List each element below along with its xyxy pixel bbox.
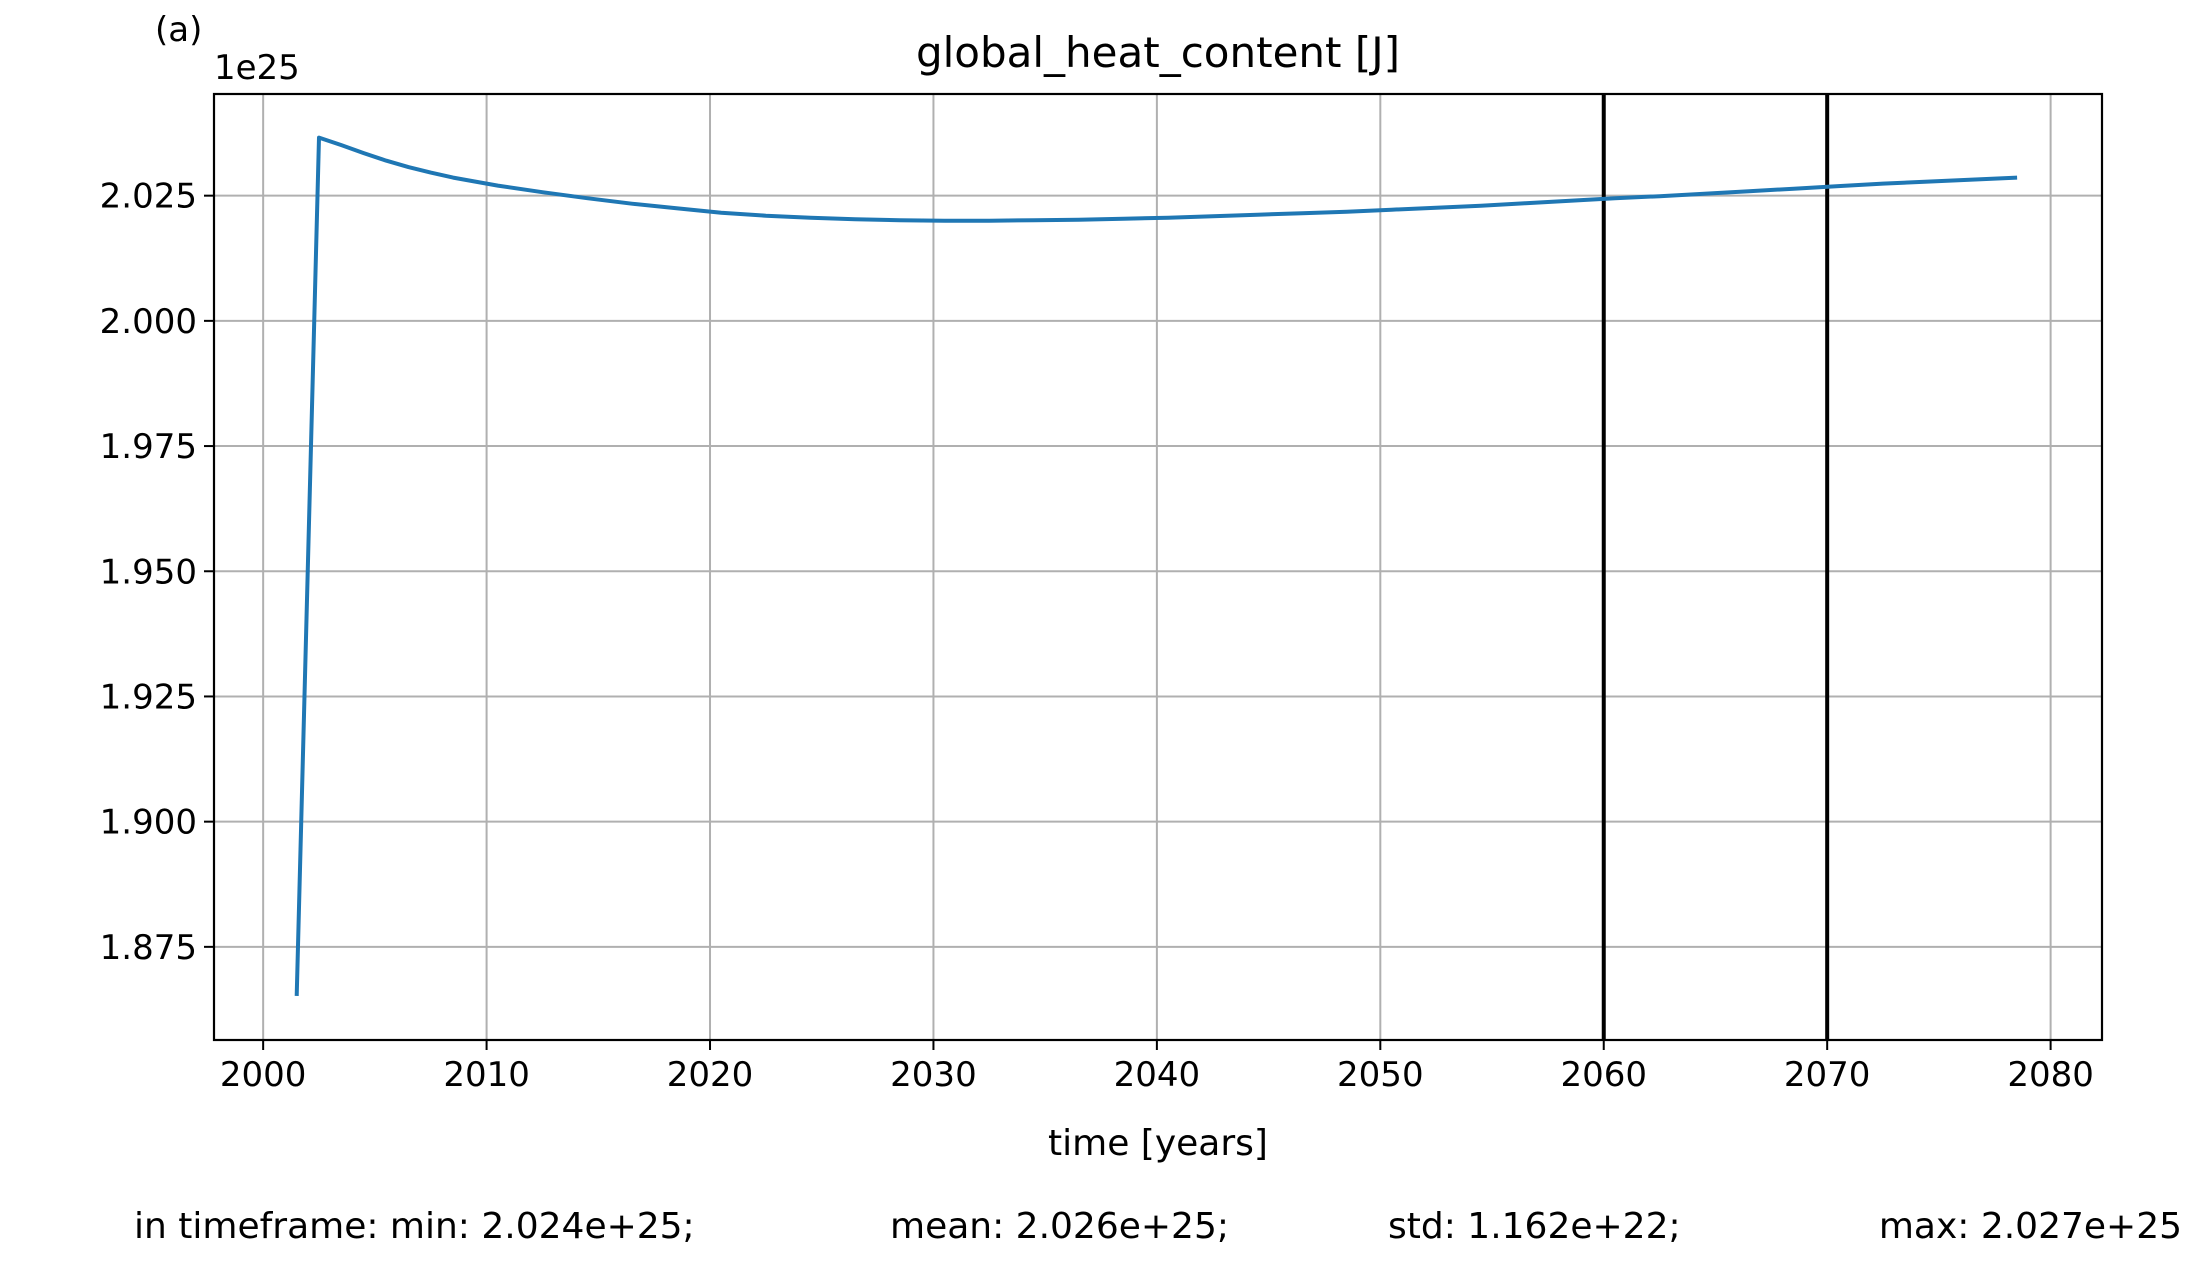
x-tick-label: 2050 xyxy=(1337,1055,1424,1095)
y-tick-label: 2.025 xyxy=(100,177,197,217)
axes-frame xyxy=(212,92,2104,1042)
stats-mean: mean: 2.026e+25; xyxy=(890,1206,1229,1247)
y-tick-label: 1.900 xyxy=(100,803,197,843)
x-axis-ticks: 2000 2010 2020 2030 2040 2050 2060 2070 2080 xyxy=(220,1040,2094,1095)
plot-clip-group xyxy=(294,135,2018,996)
x-tick-label: 2030 xyxy=(890,1055,977,1095)
x-tick-label: 2020 xyxy=(667,1055,754,1095)
y-axis-ticks: 1.875 1.900 1.925 1.950 1.975 2.000 2.025 xyxy=(100,177,214,968)
y-tick-label: 1.950 xyxy=(100,552,197,592)
chart-title: global_heat_content [J] xyxy=(916,28,1400,77)
x-tick-label: 2010 xyxy=(443,1055,530,1095)
y-tick-label: 1.925 xyxy=(100,677,197,717)
x-tick-label: 2070 xyxy=(1784,1055,1871,1095)
x-tick-label: 2040 xyxy=(1114,1055,1201,1095)
stats-std: std: 1.162e+22; xyxy=(1388,1206,1681,1247)
panel-label: (a) xyxy=(155,10,202,50)
x-tick-label: 2000 xyxy=(220,1055,307,1095)
y-tick-label: 1.875 xyxy=(100,928,197,968)
stats-line: in timeframe: min: 2.024e+25; mean: 2.02… xyxy=(134,1206,2182,1247)
y-tick-label: 1.975 xyxy=(100,427,197,467)
series-line xyxy=(294,135,2018,996)
vertical-markers xyxy=(1601,94,1830,1040)
y-offset-label: 1e25 xyxy=(214,48,300,88)
stats-min: in timeframe: min: 2.024e+25; xyxy=(134,1206,695,1247)
x-axis-label: time [years] xyxy=(1048,1123,1268,1164)
x-tick-label: 2060 xyxy=(1560,1055,1647,1095)
stats-max: max: 2.027e+25 xyxy=(1879,1206,2182,1247)
y-tick-label: 2.000 xyxy=(100,302,197,342)
x-tick-label: 2080 xyxy=(2007,1055,2094,1095)
